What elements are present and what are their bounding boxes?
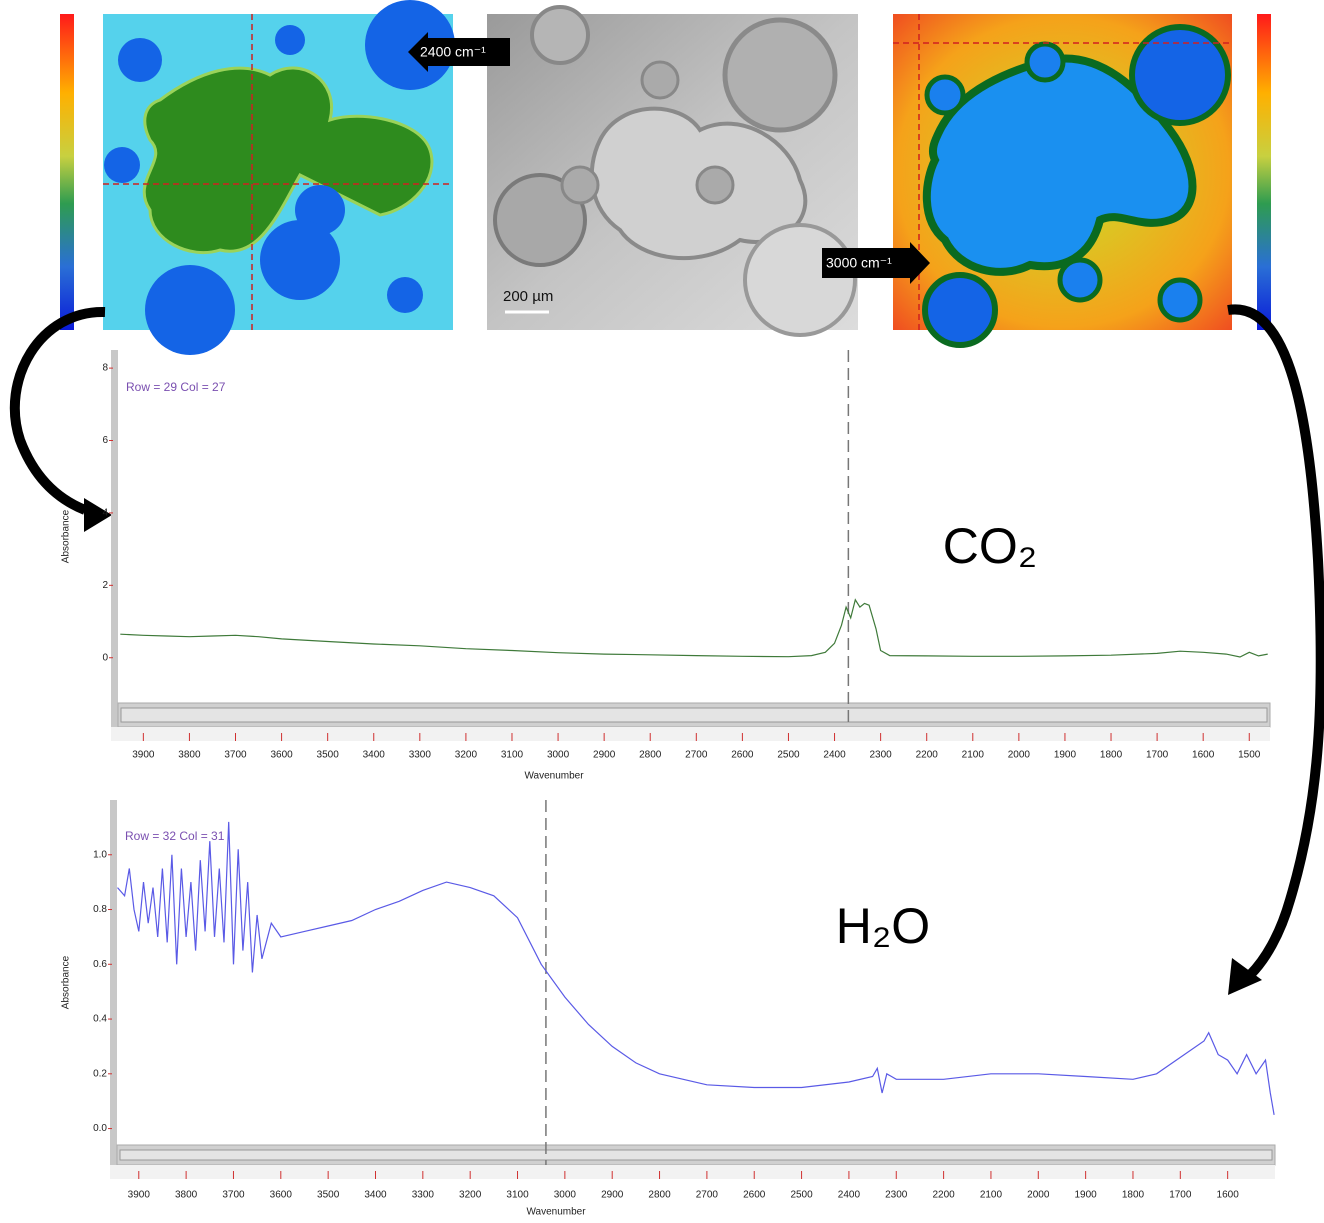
y-tick-label: 0.4 — [93, 1014, 107, 1025]
x-tick-label: 3500 — [317, 1190, 340, 1201]
scrollbar-track — [119, 1149, 1273, 1161]
x-tick-label: 3000 — [554, 1190, 577, 1201]
x-tick-label: 3600 — [270, 750, 293, 761]
x-tick-label: 1900 — [1054, 750, 1077, 761]
y-axis-bar — [110, 800, 117, 1165]
x-tick-label: 3900 — [128, 1190, 151, 1201]
y-tick-label: 6 — [102, 435, 108, 446]
species-label: CO₂ — [943, 518, 1037, 574]
y-tick-label: 0.0 — [93, 1123, 107, 1134]
y-tick-label: 8 — [102, 363, 108, 374]
x-tick-label: 1800 — [1122, 1190, 1145, 1201]
x-tick-label: 2200 — [932, 1190, 955, 1201]
x-tick-label: 2900 — [593, 750, 616, 761]
arrow-label-box — [822, 242, 930, 284]
x-tick-label: 2600 — [731, 750, 754, 761]
spectrum-line — [120, 598, 1268, 658]
x-tick-label: 3300 — [409, 750, 432, 761]
arrow-label-box — [408, 32, 510, 72]
x-tick-label: 2500 — [777, 750, 800, 761]
x-tick-label: 3800 — [178, 750, 201, 761]
x-tick-label: 3000 — [547, 750, 570, 761]
y-tick-label: 1.0 — [93, 849, 107, 860]
x-tick-label: 1700 — [1169, 1190, 1192, 1201]
y-tick-label: 2 — [102, 580, 108, 591]
x-tick-label: 2800 — [639, 750, 662, 761]
left-map — [103, 0, 455, 355]
x-tick-label: 2500 — [790, 1190, 813, 1201]
x-tick-label: 1600 — [1217, 1190, 1240, 1201]
x-tick-label: 3100 — [506, 1190, 529, 1201]
spectrum-line — [117, 821, 1275, 1116]
x-tick-label: 1900 — [1075, 1190, 1098, 1201]
cursor-annotation: Row = 32 Col = 31 — [125, 829, 225, 843]
y-tick-label: 0 — [102, 652, 108, 663]
species-label: H₂O — [836, 898, 930, 954]
x-tick-label: 3400 — [364, 1190, 387, 1201]
x-tick-label: 2000 — [1027, 1190, 1050, 1201]
scale-bar-label: 200 µm — [503, 288, 553, 305]
x-axis-band — [111, 727, 1270, 741]
curved-arrow — [1227, 304, 1324, 979]
color-bar — [60, 14, 74, 330]
x-tick-label: 2600 — [743, 1190, 766, 1201]
scrollbar-track — [120, 707, 1268, 723]
cursor-annotation: Row = 29 Col = 27 — [126, 380, 226, 394]
x-tick-label: 3600 — [270, 1190, 293, 1201]
curved-arrow — [9, 306, 106, 515]
micrograph: 200 µm — [487, 5, 858, 337]
x-tick-label: 2900 — [601, 1190, 624, 1201]
x-tick-label: 3400 — [363, 750, 386, 761]
x-tick-label: 3100 — [501, 750, 524, 761]
x-axis-band — [110, 1165, 1275, 1179]
x-tick-label: 3200 — [455, 750, 478, 761]
arrow-head — [1228, 958, 1262, 995]
color-bar — [1257, 14, 1271, 330]
wavenumber-label: 3000 cm⁻¹ — [826, 255, 892, 271]
x-tick-label: 2700 — [696, 1190, 719, 1201]
right-map — [893, 14, 1232, 348]
arrow-head — [84, 498, 112, 532]
wavenumber-label: 2400 cm⁻¹ — [420, 44, 486, 60]
y-tick-label: 4 — [102, 508, 108, 519]
x-tick-label: 2800 — [648, 1190, 671, 1201]
x-tick-label: 2200 — [916, 750, 939, 761]
x-tick-label: 2100 — [980, 1190, 1003, 1201]
x-tick-label: 3700 — [224, 750, 247, 761]
x-tick-label: 3500 — [317, 750, 340, 761]
x-tick-label: 2400 — [838, 1190, 861, 1201]
x-axis-label: Wavenumber — [524, 771, 584, 782]
x-tick-label: 2400 — [823, 750, 846, 761]
x-tick-label: 2300 — [869, 750, 892, 761]
x-tick-label: 2700 — [685, 750, 708, 761]
x-tick-label: 3200 — [459, 1190, 482, 1201]
x-tick-label: 3300 — [412, 1190, 435, 1201]
x-tick-label: 1800 — [1100, 750, 1123, 761]
x-tick-label: 1500 — [1238, 750, 1261, 761]
x-tick-label: 2300 — [885, 1190, 908, 1201]
y-tick-label: 0.2 — [93, 1068, 107, 1079]
x-tick-label: 1700 — [1146, 750, 1169, 761]
x-tick-label: 3700 — [222, 1190, 245, 1201]
x-tick-label: 1600 — [1192, 750, 1215, 761]
x-tick-label: 3800 — [175, 1190, 198, 1201]
y-tick-label: 0.8 — [93, 904, 107, 915]
x-tick-label: 3900 — [132, 750, 155, 761]
y-tick-label: 0.6 — [93, 959, 107, 970]
x-tick-label: 2100 — [962, 750, 985, 761]
y-axis-bar — [111, 350, 118, 727]
x-axis-label: Wavenumber — [526, 1207, 586, 1218]
y-axis-label: Absorbance — [61, 509, 72, 563]
x-tick-label: 2000 — [1008, 750, 1031, 761]
y-axis-label: Absorbance — [61, 955, 72, 1009]
